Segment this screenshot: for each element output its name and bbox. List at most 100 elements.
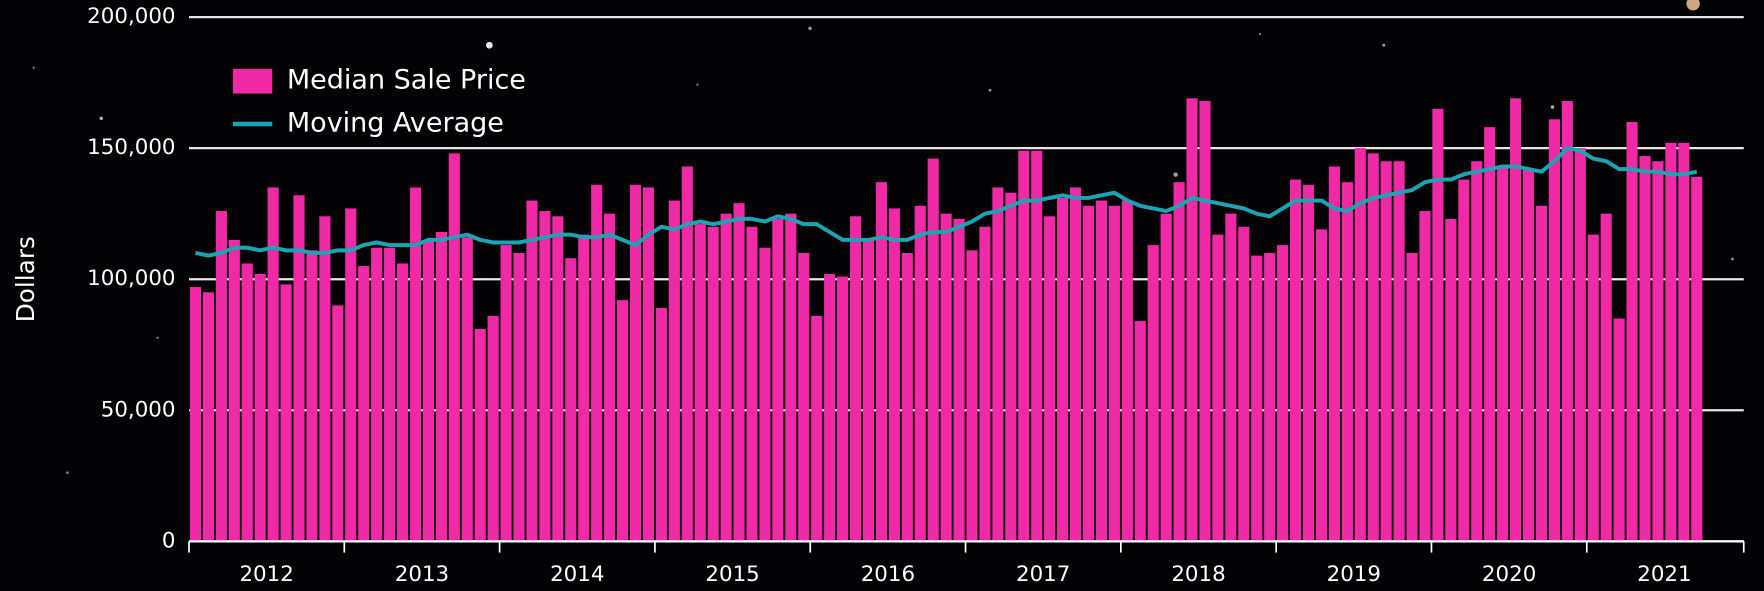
bar bbox=[384, 248, 395, 542]
bar bbox=[850, 216, 861, 541]
bar bbox=[190, 287, 201, 541]
bar bbox=[941, 214, 952, 542]
bar bbox=[501, 245, 512, 541]
y-tick-label: 150,000 bbox=[87, 135, 175, 160]
bar bbox=[979, 227, 990, 542]
bar bbox=[824, 274, 835, 541]
bar bbox=[798, 253, 809, 541]
bar bbox=[371, 248, 382, 542]
bar bbox=[1536, 206, 1547, 542]
bar bbox=[281, 284, 292, 541]
bar bbox=[1174, 182, 1185, 541]
bar bbox=[1627, 122, 1638, 541]
bar bbox=[1135, 321, 1146, 541]
bar bbox=[1484, 127, 1495, 541]
bar bbox=[1303, 185, 1314, 541]
y-tick-label: 0 bbox=[162, 528, 176, 553]
bar bbox=[1575, 148, 1586, 541]
legend-label: Moving Average bbox=[287, 107, 504, 138]
bar bbox=[656, 308, 667, 541]
bar bbox=[1199, 101, 1210, 541]
bar bbox=[1122, 201, 1133, 542]
bar bbox=[410, 187, 421, 541]
bar bbox=[1432, 109, 1443, 542]
bar bbox=[552, 216, 563, 541]
bar bbox=[1368, 153, 1379, 541]
bar bbox=[293, 195, 304, 541]
bar bbox=[423, 240, 434, 541]
bar bbox=[1652, 161, 1663, 541]
bar bbox=[1549, 119, 1560, 541]
bar bbox=[1342, 182, 1353, 541]
bar bbox=[436, 232, 447, 541]
bar bbox=[539, 211, 550, 541]
bar bbox=[746, 227, 757, 542]
bar bbox=[1406, 253, 1417, 541]
bar bbox=[966, 250, 977, 541]
bar bbox=[1394, 161, 1405, 541]
bar bbox=[721, 214, 732, 542]
bar bbox=[268, 187, 279, 541]
bar bbox=[475, 329, 486, 541]
bar bbox=[1678, 143, 1689, 541]
bar bbox=[1148, 245, 1159, 541]
bar bbox=[915, 206, 926, 542]
bar bbox=[811, 316, 822, 541]
bar bbox=[1212, 235, 1223, 542]
x-tick-label: 2021 bbox=[1637, 562, 1691, 587]
bar bbox=[1497, 166, 1508, 541]
bar bbox=[1316, 229, 1327, 541]
bar bbox=[1329, 166, 1340, 541]
bar bbox=[319, 216, 330, 541]
bar bbox=[1251, 256, 1262, 542]
bar bbox=[462, 237, 473, 541]
bar bbox=[604, 214, 615, 542]
x-tick-label: 2019 bbox=[1327, 562, 1381, 587]
bar bbox=[397, 263, 408, 541]
bar bbox=[785, 214, 796, 542]
bar bbox=[1225, 214, 1236, 542]
bar bbox=[358, 266, 369, 541]
bar bbox=[708, 227, 719, 542]
bar bbox=[1264, 253, 1275, 541]
bar bbox=[1018, 151, 1029, 542]
bar bbox=[526, 201, 537, 542]
x-tick-label: 2014 bbox=[550, 562, 604, 587]
x-tick-label: 2013 bbox=[395, 562, 449, 587]
bar bbox=[617, 300, 628, 541]
legend-label: Median Sale Price bbox=[287, 65, 526, 96]
bar bbox=[332, 305, 343, 541]
x-tick-label: 2015 bbox=[705, 562, 759, 587]
bar bbox=[695, 224, 706, 541]
y-axis-label: Dollars bbox=[11, 236, 40, 322]
bar bbox=[255, 274, 266, 541]
x-tick-label: 2012 bbox=[239, 562, 293, 587]
bar bbox=[1458, 180, 1469, 542]
bar bbox=[1096, 201, 1107, 542]
bar bbox=[1057, 198, 1068, 541]
bar bbox=[1614, 319, 1625, 542]
bar bbox=[759, 248, 770, 542]
bar bbox=[306, 250, 317, 541]
bar bbox=[1471, 161, 1482, 541]
x-tick-label: 2017 bbox=[1016, 562, 1070, 587]
chart: Dollars 050,000100,000150,000200,0002012… bbox=[0, 0, 1764, 591]
bar bbox=[513, 253, 524, 541]
y-tick-label: 200,000 bbox=[87, 4, 175, 29]
bar bbox=[643, 187, 654, 541]
bar bbox=[229, 240, 240, 541]
bar bbox=[1665, 143, 1676, 541]
bar bbox=[669, 201, 680, 542]
bar bbox=[1238, 227, 1249, 542]
bar bbox=[578, 235, 589, 542]
bar bbox=[1070, 187, 1081, 541]
bar bbox=[1691, 177, 1702, 541]
y-tick-label: 50,000 bbox=[101, 397, 176, 422]
bar bbox=[1161, 214, 1172, 542]
bar bbox=[1083, 206, 1094, 542]
bar bbox=[992, 187, 1003, 541]
bar bbox=[1419, 211, 1430, 541]
bar bbox=[1445, 219, 1456, 541]
bar bbox=[889, 208, 900, 541]
bar bbox=[902, 253, 913, 541]
